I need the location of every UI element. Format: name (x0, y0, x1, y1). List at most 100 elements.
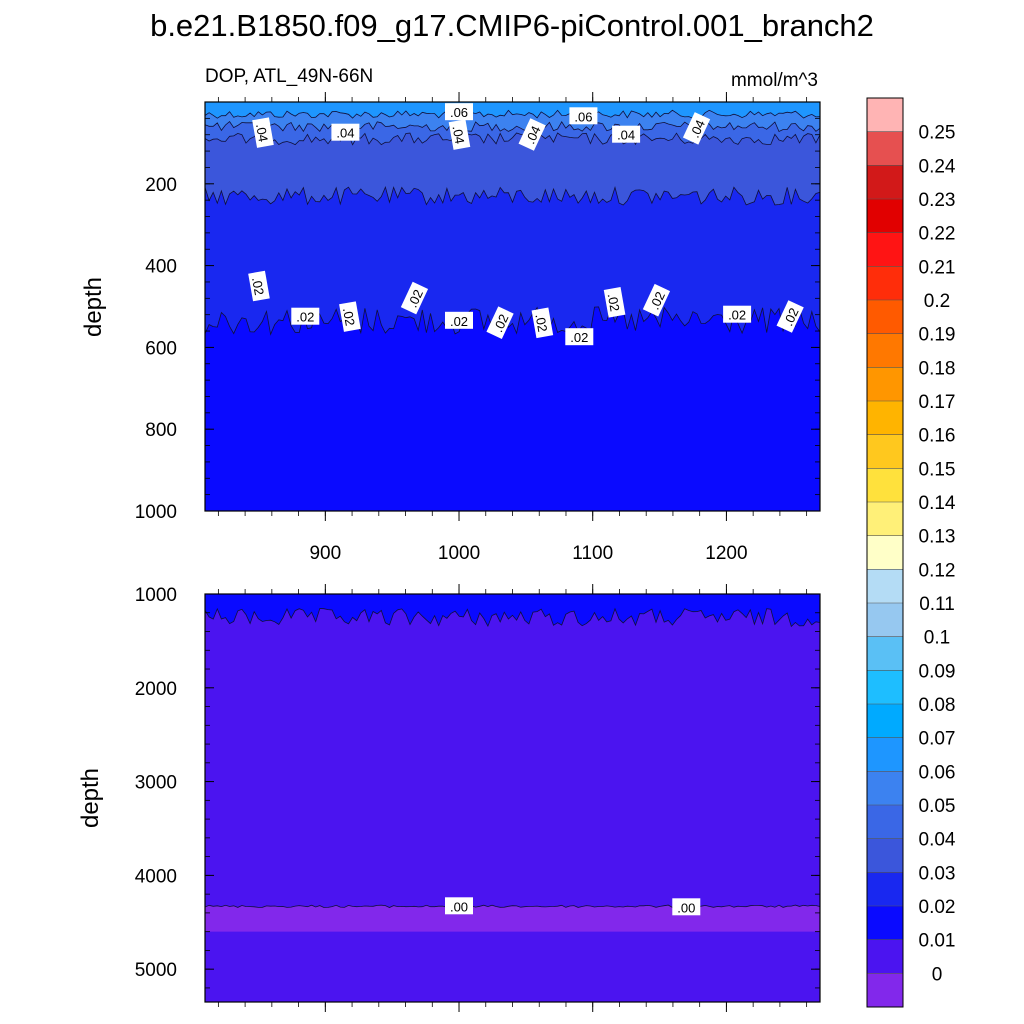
y-tick-label: 2000 (135, 679, 177, 700)
colorbar-tick-label: 0.07 (919, 729, 956, 750)
y-tick-label: 1000 (135, 502, 177, 523)
lower-contour-fill (205, 594, 820, 1002)
contour-label: .02 (486, 306, 514, 339)
svg-text:.04: .04 (522, 124, 543, 147)
svg-text:.02: .02 (340, 307, 358, 327)
contour-band-lower-1 (205, 608, 820, 1002)
contour-label: .04 (448, 119, 471, 150)
colorbar-swatch (867, 165, 903, 200)
x-tick-label: 900 (309, 543, 341, 564)
chart-title: b.e21.B1850.f09_g17.CMIP6-piControl.001_… (150, 8, 874, 43)
colorbar-swatch (867, 569, 903, 604)
contour-line (205, 121, 820, 133)
colorbar-tick-label: 0.01 (919, 931, 956, 952)
colorbar-swatch (867, 838, 903, 873)
contour-band-lower-2 (205, 905, 820, 932)
colorbar-tick-label: 0.22 (919, 224, 956, 245)
lower-contour-lines (205, 607, 820, 908)
contour-label: .02 (603, 287, 626, 318)
svg-text:.04: .04 (450, 125, 468, 145)
colorbar-tick-label: 0.2 (924, 291, 950, 312)
svg-text:.02: .02 (605, 292, 623, 312)
colorbar-swatch (867, 131, 903, 166)
upper-axes: 200 400 600 800 1000 900 1000 1100 1200 (135, 92, 820, 564)
units-label: mmol/m^3 (731, 70, 818, 91)
lower-contour-labels: .00 .00 (445, 897, 701, 916)
svg-text:.06: .06 (450, 105, 468, 120)
svg-text:.02: .02 (249, 276, 267, 296)
y-tick-label: 3000 (135, 773, 177, 794)
contour-label: .02 (248, 270, 270, 302)
x-tick-label: 1200 (705, 543, 747, 564)
colorbar-tick-label: 0.15 (919, 459, 956, 480)
colorbar-swatch (867, 805, 903, 840)
y-tick-label: 1000 (135, 585, 177, 606)
contour-label: .06 (445, 103, 473, 121)
contour-line (205, 607, 820, 628)
colorbar-swatch (867, 199, 903, 234)
colorbar-tick-label: 0.21 (919, 257, 956, 278)
contour-label: .04 (331, 123, 360, 141)
colorbar-tick-label: 0.16 (919, 426, 956, 447)
colorbar-tick-label: 0.06 (919, 762, 956, 783)
colorbar-tick-label: 0.25 (919, 123, 956, 144)
colorbar-swatch (867, 266, 903, 301)
y-tick-label: 5000 (135, 960, 177, 981)
x-tick-label: 1100 (572, 543, 613, 564)
colorbar-swatch (867, 939, 903, 974)
svg-text:.02: .02 (728, 308, 746, 323)
colorbar-frame (866, 97, 904, 1008)
colorbar-tick-label: 0.24 (919, 156, 956, 177)
x-tick-label: 1000 (438, 543, 480, 564)
lower-axes: 1000 2000 3000 4000 5000 (135, 584, 820, 1012)
colorbar-swatch (867, 468, 903, 503)
contour-line (205, 109, 820, 119)
colorbar-tick-label: 0.14 (919, 493, 956, 514)
colorbar-tick-label: 0.18 (919, 358, 956, 379)
variable-region-label: DOP, ATL_49N-66N (205, 66, 373, 87)
contour-label: .00 (672, 898, 701, 916)
colorbar-swatch (867, 300, 903, 335)
colorbar-swatch (867, 502, 903, 537)
colorbar-swatch (867, 704, 903, 739)
colorbar-swatch (867, 535, 903, 570)
svg-text:.02: .02 (570, 330, 588, 345)
contour-label: .02 (445, 311, 473, 329)
svg-text:.00: .00 (450, 899, 468, 914)
colorbar-swatch (867, 771, 903, 806)
colorbar-swatch (867, 906, 903, 941)
colorbar-swatch (867, 973, 903, 1008)
colorbar-swatch (867, 98, 903, 133)
contour-label: .04 (682, 112, 711, 145)
colorbar-tick-label: 0.08 (919, 695, 956, 716)
contour-label: .02 (531, 307, 554, 339)
upper-panel: DOP, ATL_49N-66N mmol/m^3 .06.06.04.04.0… (80, 66, 821, 564)
upper-contour-fill (205, 102, 820, 511)
colorbar-swatch (867, 434, 903, 469)
svg-text:.02: .02 (450, 314, 468, 329)
contour-line (205, 904, 820, 908)
y-tick-label: 600 (145, 338, 177, 359)
upper-y-axis-label: depth (80, 277, 107, 337)
contour-label: .02 (723, 305, 752, 323)
svg-text:.04: .04 (253, 123, 271, 143)
colorbar-tick-label: 0.04 (919, 830, 956, 851)
colorbar-tick-label: 0.19 (919, 325, 956, 346)
upper-contour-labels: .06 .06 .04 .04 .04 .04 .04 .04 .02 .02 .02 .02 .02.… (248, 103, 804, 346)
lower-panel: .00 .00 1000 2000 3000 4000 5000 depth (77, 584, 821, 1012)
contour-label: .04 (612, 125, 641, 143)
colorbar-tick-label: 0.17 (919, 392, 956, 413)
svg-text:.02: .02 (532, 313, 550, 333)
svg-text:.04: .04 (336, 126, 354, 141)
colorbar-swatch (867, 603, 903, 638)
colorbar-tick-label: 0.02 (919, 897, 956, 918)
colorbar-tick-label: 0.11 (919, 594, 955, 615)
svg-text:.02: .02 (490, 312, 511, 335)
contour-label: .06 (569, 107, 598, 125)
svg-text:.04: .04 (617, 128, 635, 143)
contour-line (205, 185, 820, 206)
contour-label: .02 (776, 300, 804, 333)
contour-label: .04 (252, 117, 274, 148)
colorbar-swatch (867, 232, 903, 267)
svg-text:.02: .02 (780, 306, 801, 329)
